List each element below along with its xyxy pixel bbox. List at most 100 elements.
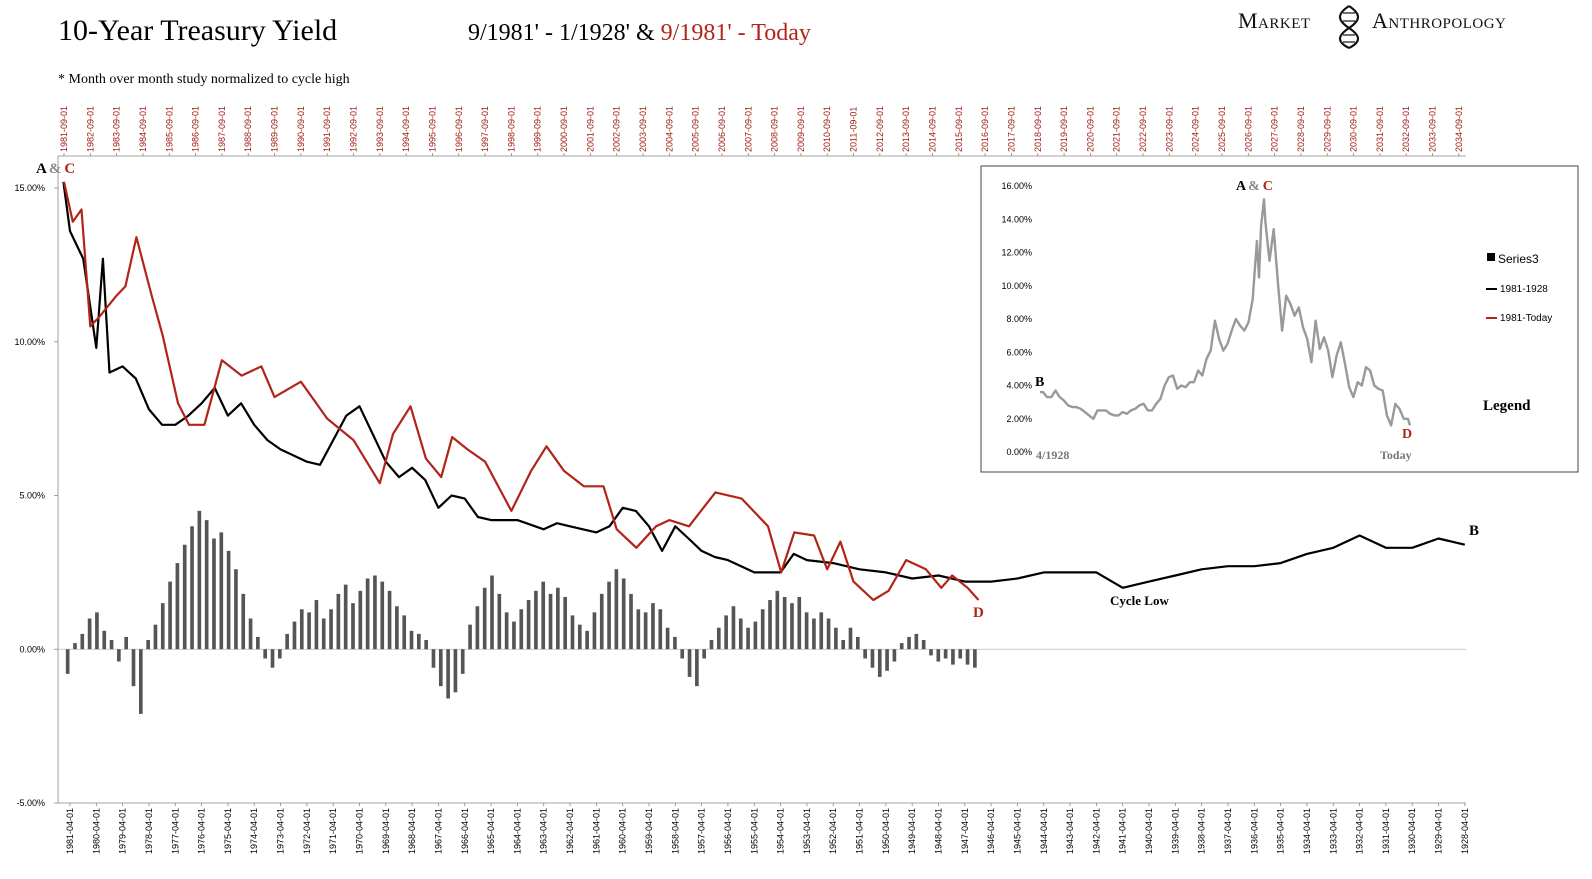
inset-border	[980, 165, 1579, 473]
bottom-axis-label: 1930-04-01	[1407, 808, 1417, 854]
bottom-axis-label: 1940-04-01	[1144, 808, 1154, 854]
y-tick-label: 5.00%	[19, 491, 45, 501]
y-tick-label: -5.00%	[16, 798, 45, 808]
bottom-axis-label: 1971-04-01	[328, 808, 338, 854]
inset-yield-line	[1040, 198, 1412, 427]
bottom-axis-label: 1960-04-01	[618, 808, 628, 854]
top-axis-label: 2016-09-01	[980, 106, 990, 152]
chart-title: 10-Year Treasury Yield	[58, 14, 337, 47]
brand-logo: Market Anthropology	[1238, 5, 1506, 49]
top-axis-label: 2025-09-01	[1217, 106, 1227, 152]
top-axis-label: 1985-09-01	[164, 106, 174, 152]
bottom-axis-label: 1944-04-01	[1039, 808, 1049, 854]
bottom-axis-label: 1970-04-01	[354, 808, 364, 854]
inset-y-tick-label: 10.00%	[1001, 281, 1032, 291]
top-axis-label: 2015-09-01	[954, 106, 964, 152]
bottom-axis-label: 1950-04-01	[881, 808, 891, 854]
bottom-axis-label: 1932-04-01	[1355, 808, 1365, 854]
top-axis-label: 2004-09-01	[664, 106, 674, 152]
bottom-axis-label: 1961-04-01	[591, 808, 601, 854]
bottom-axis-label: 1938-04-01	[1197, 808, 1207, 854]
inset-label-amp: &	[1248, 179, 1260, 194]
top-axis-label: 2018-09-01	[1033, 106, 1043, 152]
inset-line-path	[1040, 198, 1412, 427]
top-date-axis: 1981-09-01 1982-09-01 1983-09-01 1984-09-01…	[59, 106, 1464, 156]
top-axis-label: 1992-09-01	[348, 106, 358, 152]
label-cycle-low: Cycle Low	[1110, 593, 1169, 608]
top-axis-label: 1981-09-01	[59, 106, 69, 152]
inset-y-ticks: 16.00% 14.00% 12.00% 10.00% 8.00% 6.00% 4.00% 2…	[1001, 181, 1032, 457]
yield-lines	[62, 181, 1466, 602]
bottom-axis-label: 1977-04-01	[170, 808, 180, 854]
top-axis-label: 2000-09-01	[559, 106, 569, 152]
bottom-axis-label: 1973-04-01	[276, 808, 286, 854]
y-tick-label: 0.00%	[19, 644, 45, 654]
label-amp: &	[49, 161, 62, 177]
top-axis-label: 2002-09-01	[612, 106, 622, 152]
top-axis-label: 1995-09-01	[427, 106, 437, 152]
inset-label-a: A	[1236, 179, 1247, 194]
bottom-axis-label: 1978-04-01	[144, 808, 154, 854]
top-axis-label: 2026-09-01	[1243, 106, 1253, 152]
bottom-axis-label: 1936-04-01	[1249, 808, 1259, 854]
label-a: A	[36, 161, 47, 177]
label-a-c-main: A & C	[36, 161, 75, 177]
bottom-axis-label: 1979-04-01	[118, 808, 128, 854]
inset-y-tick-label: 6.00%	[1006, 347, 1032, 357]
top-axis-label: 2028-09-01	[1296, 106, 1306, 152]
top-axis-label: 2034-09-01	[1454, 106, 1464, 152]
label-c: C	[64, 161, 75, 177]
bottom-axis-label: 1964-04-01	[512, 808, 522, 854]
inset-legend: Series3 1981-1928 1981-Today Legend	[1483, 252, 1552, 414]
label-d-main: D	[973, 605, 984, 621]
line-1981-today	[62, 181, 980, 602]
inset-label-b: B	[1035, 375, 1044, 390]
bottom-axis-label: 1929-04-01	[1434, 808, 1444, 854]
top-axis-label: 1988-09-01	[243, 106, 253, 152]
y-tick-label: 10.00%	[14, 337, 45, 347]
bottom-axis-label: 1935-04-01	[1276, 808, 1286, 854]
bottom-axis-label: 1969-04-01	[381, 808, 391, 854]
bottom-axis-label: 1937-04-01	[1223, 808, 1233, 854]
inset-x-start-label: 4/1928	[1036, 448, 1069, 462]
bottom-axis-label: 1980-04-01	[91, 808, 101, 854]
top-axis-label: 2020-09-01	[1085, 106, 1095, 152]
label-b-main: B	[1469, 523, 1479, 539]
bottom-axis-label: 1954-04-01	[776, 808, 786, 854]
top-axis-label: 1991-09-01	[322, 106, 332, 152]
bottom-axis-label: 1962-04-01	[565, 808, 575, 854]
bottom-axis-label: 1981-04-01	[65, 808, 75, 854]
top-axis-label: 2005-09-01	[691, 106, 701, 152]
top-axis-label: 1984-09-01	[138, 106, 148, 152]
top-axis-label: 1982-09-01	[85, 106, 95, 152]
top-axis-label: 2022-09-01	[1138, 106, 1148, 152]
bottom-axis-label: 1952-04-01	[828, 808, 838, 854]
inset-label-d: D	[1402, 427, 1412, 442]
bottom-axis-label: 1946-04-01	[986, 808, 996, 854]
top-axis-label: 2009-09-01	[796, 106, 806, 152]
inset-chart: 16.00% 14.00% 12.00% 10.00% 8.00% 6.00% 4.00% 2…	[980, 165, 1579, 473]
top-axis-label: 2031-09-01	[1375, 106, 1385, 152]
bottom-axis-label: 1974-04-01	[249, 808, 259, 854]
top-axis-label: 1993-09-01	[375, 106, 385, 152]
legend-swatch-series3	[1487, 253, 1495, 261]
legend-title: Legend	[1483, 398, 1531, 414]
brand-left: Market	[1238, 8, 1311, 33]
bottom-axis-label: 1959-04-01	[644, 808, 654, 854]
bottom-axis-label: 1967-04-01	[433, 808, 443, 854]
inset-y-tick-label: 2.00%	[1006, 414, 1032, 424]
bottom-axis-label: 1945-04-01	[1012, 808, 1022, 854]
top-axis-label: 2024-09-01	[1191, 106, 1201, 152]
top-axis-label: 2017-09-01	[1006, 106, 1016, 152]
subtitle-red: 9/1981' - Today	[661, 20, 811, 46]
inset-label-a-c: A & C	[1236, 179, 1273, 194]
inset-y-tick-label: 14.00%	[1001, 214, 1032, 224]
bottom-axis-label: 1931-04-01	[1381, 808, 1391, 854]
top-axis-label: 1994-09-01	[401, 106, 411, 152]
top-axis-label: 2013-09-01	[901, 106, 911, 152]
inset-x-end-label: Today	[1380, 448, 1412, 462]
chart-subtitle: 9/1981' - 1/1928' & 9/1981' - Today	[468, 20, 811, 46]
main-plot-area	[57, 155, 1466, 804]
